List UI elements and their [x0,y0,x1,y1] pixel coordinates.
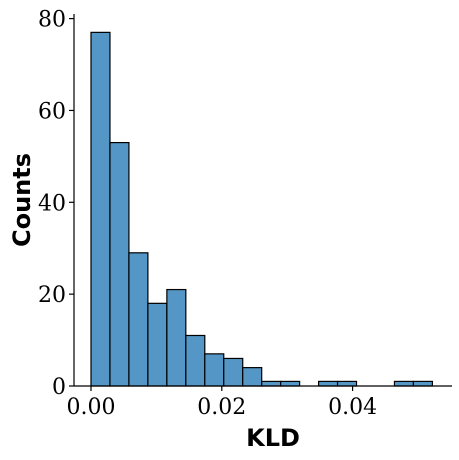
y-tick-label: 20 [38,283,66,308]
y-axis-ticks: 0 20 40 60 80 [38,8,74,400]
x-tick-label: 0.02 [197,395,246,420]
histogram-bar [147,302,168,387]
histogram-bar [317,380,339,387]
histogram-bar [261,380,282,387]
x-axis-title: KLD [246,424,300,452]
histogram-bar [109,141,130,387]
histogram-bar [393,380,415,387]
histogram-bar [204,353,225,387]
histogram-bar [185,334,206,387]
histogram-bar [336,380,358,387]
histogram-bar [280,380,301,387]
x-tick-label: 0.00 [67,395,116,420]
y-axis-title: Counts [8,153,36,247]
histogram-bars [90,31,433,387]
histogram-bar [223,357,244,387]
y-tick-label: 0 [52,375,66,400]
y-tick-label: 60 [38,99,66,124]
y-tick-label: 80 [38,8,66,33]
x-axis-ticks: 0.00 0.02 0.04 [67,386,377,420]
histogram-bar [412,380,433,387]
histogram-bar [90,31,111,387]
histogram-bar [242,367,263,387]
x-tick-label: 0.04 [328,395,377,420]
y-tick-label: 40 [38,191,66,216]
histogram-bar [166,288,187,387]
histogram-bar [128,252,149,387]
